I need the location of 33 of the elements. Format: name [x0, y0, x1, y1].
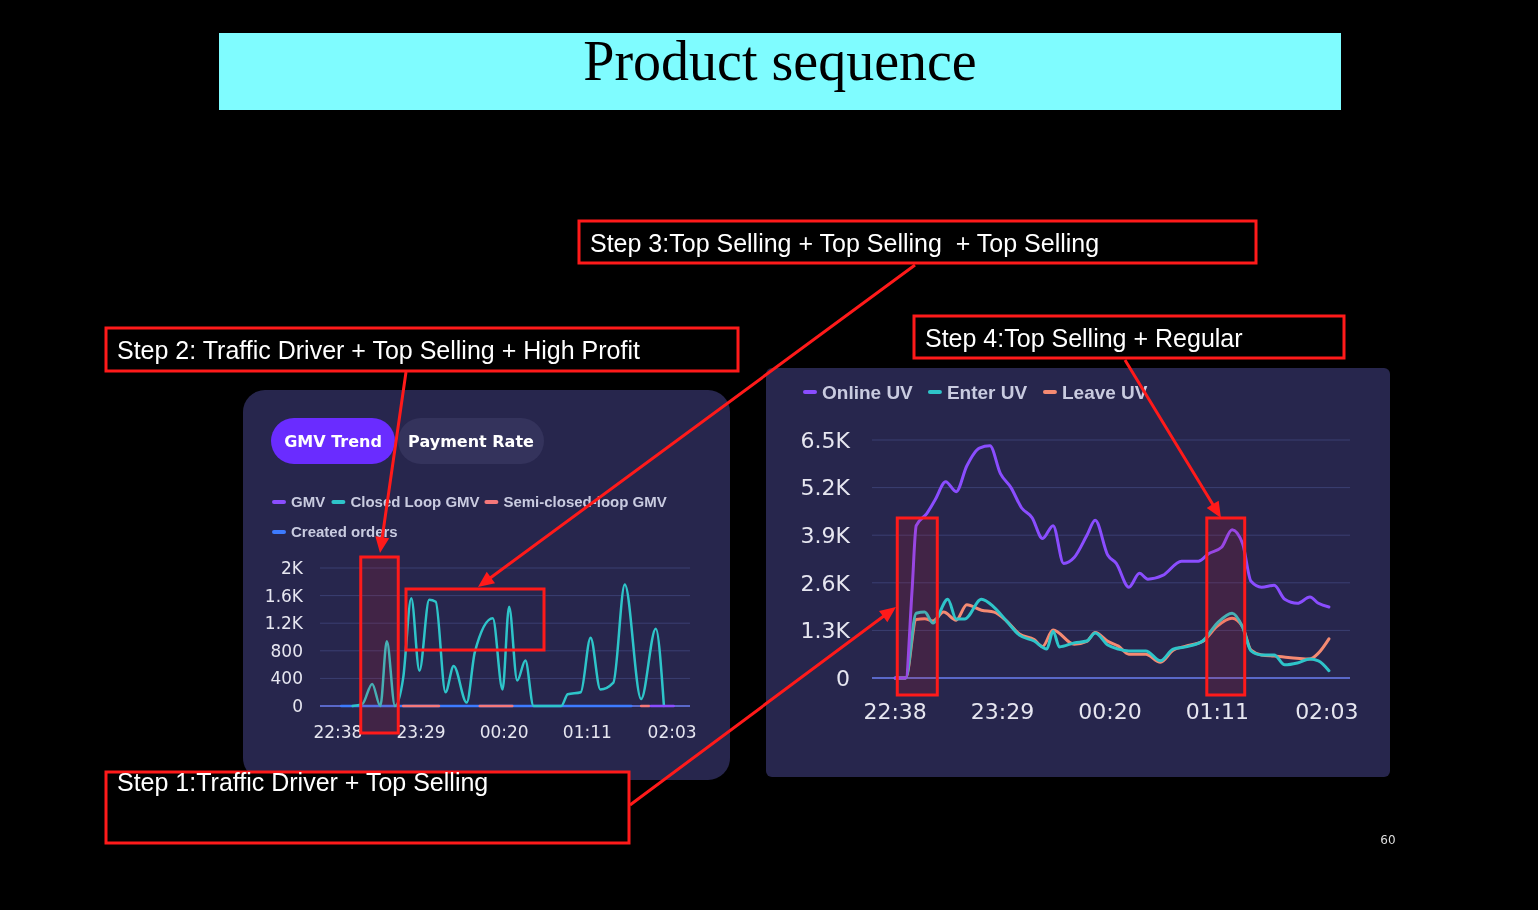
chart-title: Product sequence	[583, 30, 977, 92]
text: Payment Rate	[408, 431, 535, 451]
y-tick-label: 1.2K	[264, 613, 304, 634]
text: Step 1:Traffic Driver + Top Selling	[117, 767, 489, 796]
x-tick-label: 00:20	[479, 722, 529, 742]
y-tick-label: 0	[292, 695, 303, 716]
text: Step 2: Traffic Driver + Top Selling + High Profit	[117, 335, 640, 364]
y-tick-label: 1.6K	[264, 585, 304, 606]
x-tick-label: 23:29	[970, 699, 1035, 724]
x-tick-label: 01:11	[562, 722, 612, 742]
y-tick-label: 1.3K	[800, 618, 851, 644]
y-tick-label: 2K	[281, 557, 304, 578]
y-tick-label: 3.9K	[800, 522, 851, 548]
x-tick-label: 02:03	[1295, 699, 1359, 724]
legend-label: Enter UV	[946, 381, 1028, 403]
text: Step 3:Top Selling + Top Selling + Top Selling	[590, 228, 1100, 257]
y-tick-label: 0	[836, 665, 850, 691]
x-tick-label: 23:29	[396, 722, 446, 742]
text: 60	[1380, 833, 1396, 847]
y-tick-label: 2.6K	[800, 570, 851, 596]
x-tick-label: 01:11	[1185, 699, 1250, 724]
legend-label: Online UV	[822, 381, 914, 403]
x-tick-label: 22:38	[313, 722, 363, 742]
y-tick-label: 5.2K	[800, 475, 851, 501]
x-tick-label: 00:20	[1078, 699, 1142, 724]
legend-label: GMV	[291, 493, 326, 511]
x-tick-label: 02:03	[647, 722, 697, 742]
text: Step 4:Top Selling + Regular	[925, 323, 1243, 352]
text: GMV Trend	[284, 431, 382, 451]
y-tick-label: 6.5K	[800, 427, 851, 453]
y-tick-label: 800	[270, 640, 303, 661]
y-tick-label: 400	[270, 668, 303, 689]
x-tick-label: 22:38	[863, 699, 927, 724]
